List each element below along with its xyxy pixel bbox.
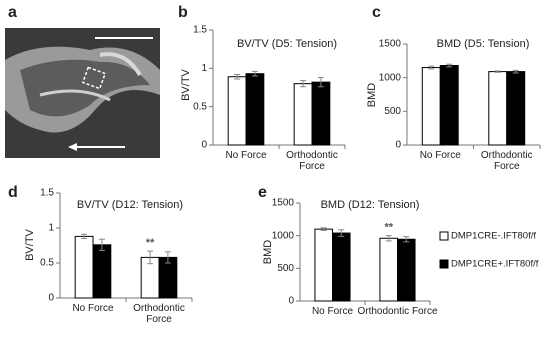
panel-label: a: [8, 4, 17, 21]
bar: [379, 237, 399, 302]
chart-title: BMD (D12: Tension): [321, 199, 420, 211]
y-tick-label: 1000: [272, 230, 295, 241]
bar: [311, 81, 331, 146]
bar: [227, 76, 247, 146]
y-tick-label: 1: [201, 63, 207, 74]
y-tick-label: 1000: [379, 72, 402, 83]
legend-label: DMP1CRE+.IFT80f/f: [451, 259, 539, 270]
panel-label: b: [178, 4, 188, 21]
x-tick-label: Orthodontic Force: [480, 150, 533, 172]
legend-swatch: [439, 231, 449, 241]
error-bar: [320, 227, 327, 231]
error-bar: [428, 65, 435, 70]
x-tick-label-box: Orthodontic Force: [480, 150, 533, 172]
bone-edge: [99, 52, 142, 77]
x-tick-label-box: No Force: [72, 303, 114, 314]
error-bar: [317, 77, 324, 88]
error-bar: [234, 73, 241, 80]
y-tick-label: 1.5: [40, 188, 54, 199]
y-tick-label: 500: [384, 106, 401, 117]
legend-swatch: [439, 259, 449, 269]
x-tick-label-box: No Force: [225, 150, 267, 161]
x-tick-label-box: No Force: [419, 150, 461, 161]
y-tick-label: 0: [48, 293, 54, 304]
x-tick-label: Orthodontic Force: [286, 150, 338, 172]
panel-label: c: [372, 4, 381, 21]
legend-label: DMP1CRE-.IFT80f/f: [451, 231, 536, 242]
bar: [421, 67, 441, 146]
y-tick-label: 0: [201, 140, 207, 151]
chart-title: BV/TV (D12: Tension): [77, 199, 183, 211]
error-bar: [251, 70, 258, 77]
x-tick-label-box: Orthodontic Force: [133, 303, 185, 325]
significance-label: **: [384, 222, 393, 234]
bar: [74, 235, 94, 299]
error-bar: [300, 80, 307, 88]
y-axis-label: BV/TV: [180, 68, 192, 100]
arrow-head: [68, 143, 77, 151]
y-axis-label: BMD: [366, 83, 378, 108]
x-tick-label: No Force: [72, 303, 114, 314]
error-bar: [512, 69, 519, 74]
x-tick-label-box: Orthodontic Force: [357, 306, 438, 317]
y-tick-label: 1500: [272, 198, 295, 209]
bar: [314, 228, 334, 302]
bar: [439, 65, 459, 146]
x-tick-label: Orthodontic Force: [133, 303, 185, 325]
x-tick-label: No Force: [419, 150, 461, 161]
y-tick-label: 500: [277, 263, 294, 274]
y-tick-label: 1: [48, 223, 54, 234]
bar: [488, 71, 508, 146]
error-bar: [446, 63, 453, 68]
y-tick-label: 0: [288, 296, 294, 307]
error-bar: [164, 251, 171, 264]
root-region: [20, 59, 150, 117]
bar: [92, 244, 112, 299]
x-tick-label: No Force: [225, 150, 267, 161]
y-tick-label: 1500: [379, 39, 402, 50]
bar: [293, 83, 313, 146]
error-bar: [98, 238, 105, 251]
panel-label: e: [258, 184, 267, 201]
error-bar: [338, 229, 345, 237]
micro-ct-image: [5, 28, 160, 158]
y-tick-label: 0.5: [40, 258, 54, 269]
bar: [506, 71, 526, 146]
x-tick-label: No Force: [311, 306, 354, 317]
x-tick-label: Orthodontic Force: [357, 306, 438, 317]
error-bar: [494, 70, 501, 73]
error-bar: [147, 250, 154, 265]
bar: [397, 238, 416, 302]
x-tick-label-box: Orthodontic Force: [286, 150, 338, 172]
significance-label: **: [146, 237, 155, 249]
error-bar: [403, 236, 410, 243]
chart-title: BMD (D5: Tension): [437, 38, 530, 50]
y-axis-label: BV/TV: [24, 228, 36, 260]
bar: [245, 73, 265, 146]
bar: [332, 232, 351, 302]
panel-label: d: [8, 184, 18, 201]
error-bar: [385, 235, 392, 242]
y-tick-label: 1.5: [193, 25, 207, 36]
y-tick-label: 0: [395, 140, 401, 151]
bone-edge: [39, 89, 111, 102]
chart-title: BV/TV (D5: Tension): [237, 38, 337, 50]
y-tick-label: 0.5: [193, 101, 207, 112]
y-axis-label: BMD: [262, 240, 274, 265]
error-bar: [81, 233, 88, 239]
x-tick-label-box: No Force: [311, 306, 354, 317]
